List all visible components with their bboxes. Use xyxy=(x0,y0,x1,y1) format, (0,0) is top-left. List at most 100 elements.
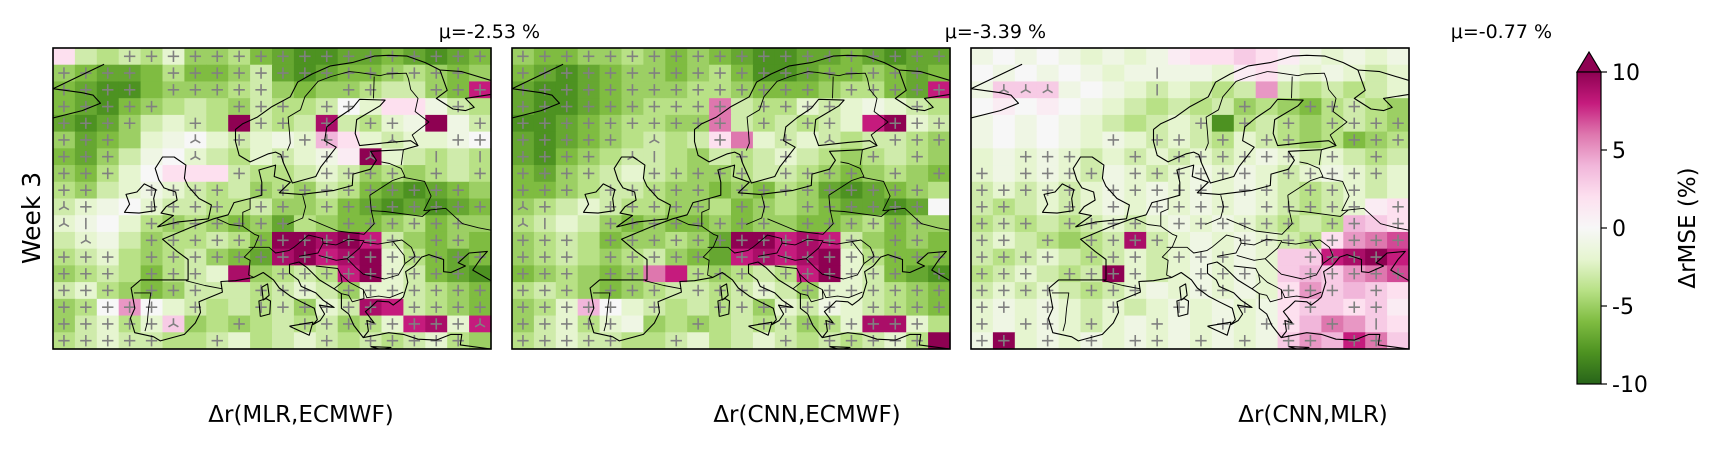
heatmap-cell xyxy=(774,198,798,216)
heatmap-cell xyxy=(469,215,492,233)
significance-marker xyxy=(736,50,748,63)
significance-marker xyxy=(1217,251,1229,263)
heatmap-cell xyxy=(1387,48,1410,66)
significance-marker xyxy=(1239,184,1251,196)
coastline xyxy=(613,156,671,228)
significance-marker xyxy=(1063,268,1076,280)
significance-marker xyxy=(1195,217,1207,230)
significance-marker xyxy=(342,84,355,96)
heatmap-cell xyxy=(687,298,710,317)
colorbar-label: ΔrMSE (%) xyxy=(1675,167,1701,288)
significance-marker xyxy=(845,234,858,246)
significance-marker xyxy=(933,251,945,263)
significance-marker xyxy=(233,234,245,246)
country-border xyxy=(217,218,260,278)
coastline xyxy=(154,156,212,228)
heatmap-cell xyxy=(992,148,1016,166)
country-border xyxy=(745,71,809,151)
significance-marker xyxy=(1041,318,1054,330)
country-border xyxy=(248,234,324,257)
country-border xyxy=(1318,149,1322,166)
significance-marker xyxy=(867,284,880,297)
significance-marker xyxy=(736,217,748,230)
heatmap-cell xyxy=(1387,332,1410,350)
panel-cnn-mlr: μ=-0.77 % Δr(CNN,MLR) xyxy=(970,21,1552,428)
significance-marker xyxy=(452,50,464,63)
significance-marker xyxy=(211,50,223,63)
significance-marker xyxy=(342,268,355,280)
country-border xyxy=(644,280,682,290)
significance-marker xyxy=(976,167,988,180)
significance-marker xyxy=(1151,318,1163,330)
significance-marker xyxy=(582,134,595,146)
country-border xyxy=(287,195,307,225)
heatmap-cell xyxy=(928,64,951,83)
heatmap-cell xyxy=(96,181,120,200)
significance-marker xyxy=(889,201,901,213)
significance-marker xyxy=(998,217,1010,230)
coastline xyxy=(289,321,314,336)
heatmap-cell xyxy=(731,98,754,116)
significance-marker xyxy=(561,167,573,180)
heatmap-cell xyxy=(1190,98,1213,116)
heatmap-cell xyxy=(118,198,142,216)
significance-marker xyxy=(167,201,180,213)
significance-marker xyxy=(889,50,901,63)
significance-marker xyxy=(408,50,421,63)
significance-marker xyxy=(670,251,682,263)
significance-marker xyxy=(233,50,245,63)
significance-marker xyxy=(867,268,880,280)
heatmap-cell xyxy=(425,114,448,133)
heatmap-cell xyxy=(272,131,295,149)
heatmap-cell xyxy=(1255,64,1279,83)
country-border xyxy=(490,280,491,282)
significance-marker xyxy=(670,50,682,63)
heatmap-cell xyxy=(928,332,951,350)
significance-marker xyxy=(758,100,770,113)
colorbar-tick-label: 10 xyxy=(1612,61,1640,86)
country-border xyxy=(1166,234,1242,257)
coastline-overlay xyxy=(53,54,491,349)
significance-marker xyxy=(670,334,682,347)
significance-marker xyxy=(255,201,267,213)
significance-marker xyxy=(780,167,792,180)
row-label: Week 3 xyxy=(17,172,46,264)
significance-marker xyxy=(539,284,551,297)
heatmap-cell xyxy=(1387,148,1410,166)
significance-marker xyxy=(604,84,617,96)
heatmap-cell xyxy=(381,98,404,116)
significance-marker xyxy=(911,201,923,213)
heatmap-cell xyxy=(1146,248,1169,266)
significance-marker xyxy=(976,201,988,213)
significance-marker xyxy=(1217,284,1229,297)
significance-marker xyxy=(386,334,399,347)
significance-marker xyxy=(648,84,661,96)
significance-marker xyxy=(911,134,923,146)
significance-marker xyxy=(1020,268,1032,280)
significance-marker xyxy=(58,217,70,228)
significance-marker xyxy=(845,334,858,347)
significance-marker xyxy=(452,268,464,280)
heatmap-cell xyxy=(118,231,142,250)
heatmap-cell xyxy=(206,165,229,183)
significance-marker xyxy=(517,100,529,113)
significance-marker xyxy=(780,318,792,330)
significance-marker xyxy=(1304,268,1317,280)
heatmap-cell xyxy=(206,114,229,133)
significance-marker xyxy=(1304,251,1317,263)
significance-marker xyxy=(1282,334,1295,347)
significance-marker xyxy=(255,50,267,63)
significance-marker xyxy=(321,268,333,280)
heatmap-cell xyxy=(96,215,120,233)
colorbar: 10 5 0 -5 -10 ΔrMSE (%) xyxy=(1575,50,1701,398)
significance-marker xyxy=(102,334,114,347)
heatmap-cell xyxy=(1387,64,1410,83)
significance-marker xyxy=(189,201,202,213)
significance-marker xyxy=(626,84,639,96)
significance-marker xyxy=(736,234,748,246)
significance-marker xyxy=(867,184,880,196)
significance-marker xyxy=(780,334,792,347)
significance-marker xyxy=(845,284,858,297)
heatmap-cell xyxy=(577,248,601,266)
heatmap-cell xyxy=(359,131,383,149)
